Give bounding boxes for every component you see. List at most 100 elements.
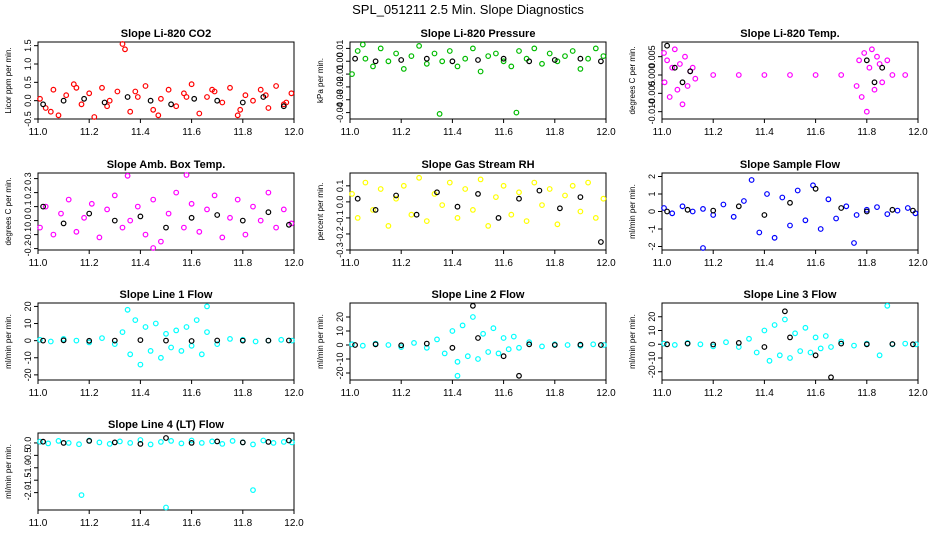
y-tick-label: 2 — [647, 174, 657, 179]
data-point — [853, 83, 860, 89]
data-point-black — [536, 187, 543, 194]
data-point-black — [40, 337, 46, 344]
data-point-black — [475, 190, 481, 197]
data-point — [516, 344, 522, 351]
data-point — [531, 45, 538, 52]
data-point — [349, 341, 355, 348]
data-point — [219, 99, 226, 106]
data-point — [198, 440, 205, 446]
data-point-black — [239, 217, 246, 224]
data-point — [73, 228, 80, 235]
x-tick-label: 11.2 — [80, 127, 99, 138]
data-point — [866, 64, 873, 71]
data-point-black — [889, 341, 896, 347]
y-tick-label: 0.1 — [23, 200, 33, 213]
x-tick-label: 11.8 — [857, 258, 876, 269]
data-point — [697, 341, 704, 348]
data-point-black — [352, 342, 359, 348]
data-point — [385, 58, 392, 65]
data-point — [661, 340, 667, 347]
data-point — [349, 190, 355, 197]
data-point-black — [163, 337, 169, 344]
data-point-black — [812, 185, 819, 192]
data-point — [50, 231, 57, 238]
data-point — [116, 438, 123, 445]
data-point — [124, 306, 131, 313]
x-tick-label: 11.4 — [443, 258, 462, 269]
data-point — [106, 97, 113, 104]
data-point — [55, 112, 62, 119]
data-point — [569, 48, 576, 54]
data-point-black — [423, 340, 430, 347]
data-point — [782, 316, 788, 323]
data-point — [894, 207, 901, 214]
x-tick-label: 11.6 — [494, 127, 513, 138]
data-point — [270, 440, 277, 446]
x-tick-label: 11.8 — [545, 127, 564, 138]
data-point-black — [239, 337, 246, 344]
data-point-black — [812, 352, 819, 359]
data-point-black — [101, 99, 108, 106]
data-point-black — [889, 206, 896, 213]
data-point — [168, 438, 175, 444]
data-point — [730, 213, 737, 220]
chart-panel-4: Slope Amb. Box Temp. degrees C per min. 11… — [4, 159, 304, 269]
data-point-black — [260, 94, 267, 100]
x-tick-label: 12.0 — [284, 388, 304, 399]
data-point — [188, 342, 195, 349]
y-tick-label: -0.2 — [23, 241, 33, 257]
data-point — [137, 437, 144, 443]
data-point — [756, 229, 763, 236]
data-point — [289, 337, 295, 344]
y-axis-label: ml/min per min. — [4, 314, 13, 369]
y-tick-label: 0.2 — [23, 186, 33, 199]
data-point — [666, 94, 673, 100]
data-point-black — [910, 341, 916, 348]
data-point-black — [434, 189, 440, 196]
y-tick-label: -20 — [335, 366, 345, 379]
data-point-black — [137, 337, 144, 344]
data-point — [257, 217, 264, 224]
data-point — [477, 68, 484, 75]
data-point-black — [60, 440, 67, 446]
data-point-black — [265, 337, 272, 344]
data-point-black — [577, 341, 584, 348]
y-tick-label: -1 — [647, 225, 657, 233]
y-tick-label: -0.2 — [335, 226, 345, 242]
data-point — [858, 94, 865, 100]
data-point — [204, 303, 210, 310]
x-tick-label: 11.4 — [131, 388, 150, 399]
data-point-black — [111, 217, 118, 224]
chart-panel-6: Slope Sample Flow ml/min per min. 11.0 11.2… — [628, 159, 928, 269]
data-point — [91, 114, 98, 120]
data-point — [265, 105, 272, 111]
data-point — [63, 92, 70, 99]
data-point — [385, 222, 392, 229]
plot-frame — [661, 302, 919, 381]
data-point-black — [372, 341, 379, 348]
data-point — [88, 200, 95, 207]
data-point — [495, 350, 502, 357]
data-point — [879, 79, 886, 86]
data-point-black — [449, 344, 456, 351]
data-point — [689, 208, 696, 215]
data-point — [441, 350, 448, 357]
data-point — [723, 339, 729, 346]
data-point-black — [280, 103, 287, 110]
data-point — [462, 186, 469, 192]
x-tick-label: 11.0 — [29, 127, 48, 138]
data-point — [104, 206, 110, 213]
data-point-black — [551, 57, 558, 63]
data-point — [173, 189, 180, 196]
data-point-black — [191, 95, 198, 102]
data-point — [516, 48, 522, 54]
data-point — [260, 437, 267, 444]
y-tick-label: 10 — [23, 319, 33, 329]
y-tick-label: -0.5 — [23, 111, 33, 127]
data-point — [710, 72, 717, 78]
data-point — [377, 186, 384, 192]
data-point — [349, 71, 355, 77]
data-point — [449, 328, 456, 334]
y-tick-label: 0.5 — [23, 76, 33, 89]
x-tick-label: 11.0 — [653, 388, 672, 399]
